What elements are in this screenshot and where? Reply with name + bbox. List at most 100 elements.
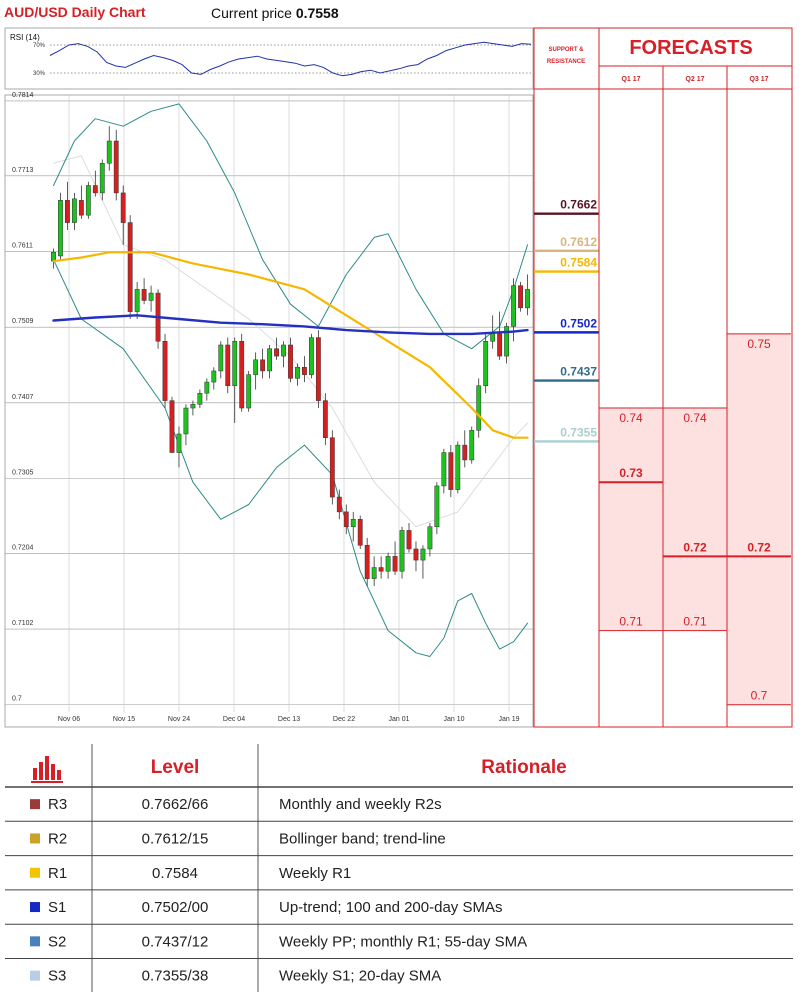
table-header-level: Level <box>151 757 200 778</box>
y-tick-label-4: 0.7407 <box>12 394 34 401</box>
forecast-median-label-2: 0.72 <box>747 540 771 554</box>
candle-body-30 <box>260 359 266 372</box>
table-row: R1 0.7584 Weekly R1 <box>5 865 793 891</box>
candle-body-23 <box>211 370 217 383</box>
candle-19 <box>183 404 189 446</box>
x-tick-label-6: Jan 01 <box>388 716 409 723</box>
candle-body-5 <box>85 185 91 216</box>
x-tick-label-0: Nov 06 <box>58 716 80 723</box>
candle-54 <box>427 523 433 557</box>
rsi-panel: RSI (14) 70% 30% <box>4 27 534 90</box>
candle-64 <box>497 311 503 360</box>
candle-65 <box>504 322 510 364</box>
y-tick-label-7: 0.7102 <box>12 620 34 627</box>
forecast-panel: FORECASTS Q1 17 Q2 17 Q3 170.740.730.710.7… <box>598 27 793 728</box>
candle-body-7 <box>99 162 105 194</box>
forecast-median-label-1: 0.72 <box>683 540 707 554</box>
candle-body-6 <box>92 185 98 194</box>
forecast-high-label-0: 0.74 <box>619 411 643 425</box>
candle-42 <box>343 504 349 535</box>
forecast-high-label-2: 0.75 <box>747 337 771 351</box>
forecast-col-1: 0.74 0.72 0.71 <box>663 407 727 632</box>
y-tick-label-8: 0.7 <box>12 696 22 703</box>
forecast-low-label-1: 0.71 <box>683 615 707 629</box>
candle-body-50 <box>399 530 405 572</box>
table-row: S3 0.7355/38 Weekly S1; 20-day SMA <box>30 968 441 985</box>
candle-40 <box>329 430 335 505</box>
candle-1 <box>58 192 63 260</box>
candle-31 <box>267 344 272 379</box>
candle-body-66 <box>511 285 516 327</box>
candle-body-49 <box>392 556 398 572</box>
level-value-r2: 0.7612/15 <box>142 830 209 847</box>
candle-body-10 <box>120 192 126 223</box>
candle-body-13 <box>141 289 147 301</box>
candle-body-62 <box>483 341 489 387</box>
candle-body-22 <box>204 381 210 394</box>
sr-heading-2: RESISTANCE <box>547 59 585 65</box>
candle-body-61 <box>476 385 482 431</box>
level-value-r1: 0.7584 <box>152 865 198 882</box>
candle-body-25 <box>225 344 231 387</box>
candle-body-41 <box>336 496 342 513</box>
candle-body-24 <box>218 344 224 372</box>
candle-body-44 <box>357 519 363 546</box>
table-row: R2 0.7612/15 Bollinger band; trend-line <box>5 830 793 857</box>
y-tick-label-3: 0.7509 <box>12 318 34 325</box>
candle-37 <box>309 333 314 379</box>
level-swatch-r3 <box>30 799 40 810</box>
forecast-col-2: 0.75 0.72 0.7 <box>727 333 791 706</box>
candle-34 <box>288 337 293 383</box>
rsi-label: RSI (14) <box>10 33 40 42</box>
candle-35 <box>295 363 300 386</box>
level-rationale-r2: Bollinger band; trend-line <box>279 830 446 847</box>
candle-body-63 <box>490 333 496 342</box>
candle-13 <box>141 278 147 305</box>
forecast-range-0 <box>599 408 663 631</box>
x-tick-label-4: Dec 13 <box>278 716 300 723</box>
y-tick-label-5: 0.7305 <box>12 470 34 477</box>
candle-body-29 <box>253 359 259 375</box>
candle-body-11 <box>127 222 133 312</box>
table-row: S1 0.7502/00 Up-trend; 100 and 200-day SMA… <box>5 899 793 925</box>
candle-20 <box>190 400 196 416</box>
candle-29 <box>253 352 259 390</box>
forecast-low-label-0: 0.71 <box>619 615 643 629</box>
candle-57 <box>448 445 454 498</box>
x-tick-label-1: Nov 15 <box>113 716 135 723</box>
candle-body-2 <box>65 200 70 223</box>
forecast-low-label-2: 0.7 <box>751 689 768 703</box>
level-swatch-s1 <box>30 902 40 913</box>
candle-body-33 <box>281 344 286 357</box>
table-row: S2 0.7437/12 Weekly PP; monthly R1; 55-day… <box>5 933 793 959</box>
candle-30 <box>260 348 266 379</box>
quarter-header-q1-17: Q1 17 <box>621 76 640 83</box>
candle-14 <box>148 285 154 312</box>
forecast-range-1 <box>663 408 727 631</box>
level-name-r2: R2 <box>48 830 67 847</box>
candle-62 <box>483 333 489 394</box>
candle-46 <box>371 556 377 587</box>
candle-body-21 <box>197 392 203 405</box>
sr-heading-1: SUPPORT & <box>548 47 584 53</box>
price-label: Current price 0.7558 <box>211 5 339 21</box>
level-name-s1: S1 <box>48 899 66 916</box>
level-rationale-r1: Weekly R1 <box>279 865 351 882</box>
candle-61 <box>476 378 482 438</box>
rsi-lower-label: 30% <box>33 71 46 77</box>
candle-body-27 <box>239 341 245 409</box>
candle-body-18 <box>176 433 182 453</box>
candle-6 <box>92 170 98 197</box>
level-name-s3: S3 <box>48 968 66 985</box>
sma-yellow-line <box>52 251 529 439</box>
quarter-header-q2-17: Q2 17 <box>685 76 704 83</box>
candle-45 <box>364 537 370 587</box>
candle-body-3 <box>71 198 77 223</box>
candle-body-4 <box>78 200 84 216</box>
candle-5 <box>85 181 91 219</box>
sr-level-label-3: 0.7502 <box>560 316 597 330</box>
candle-body-8 <box>106 140 112 164</box>
candle-47 <box>378 556 384 579</box>
sr-level-label-5: 0.7355 <box>560 425 597 439</box>
